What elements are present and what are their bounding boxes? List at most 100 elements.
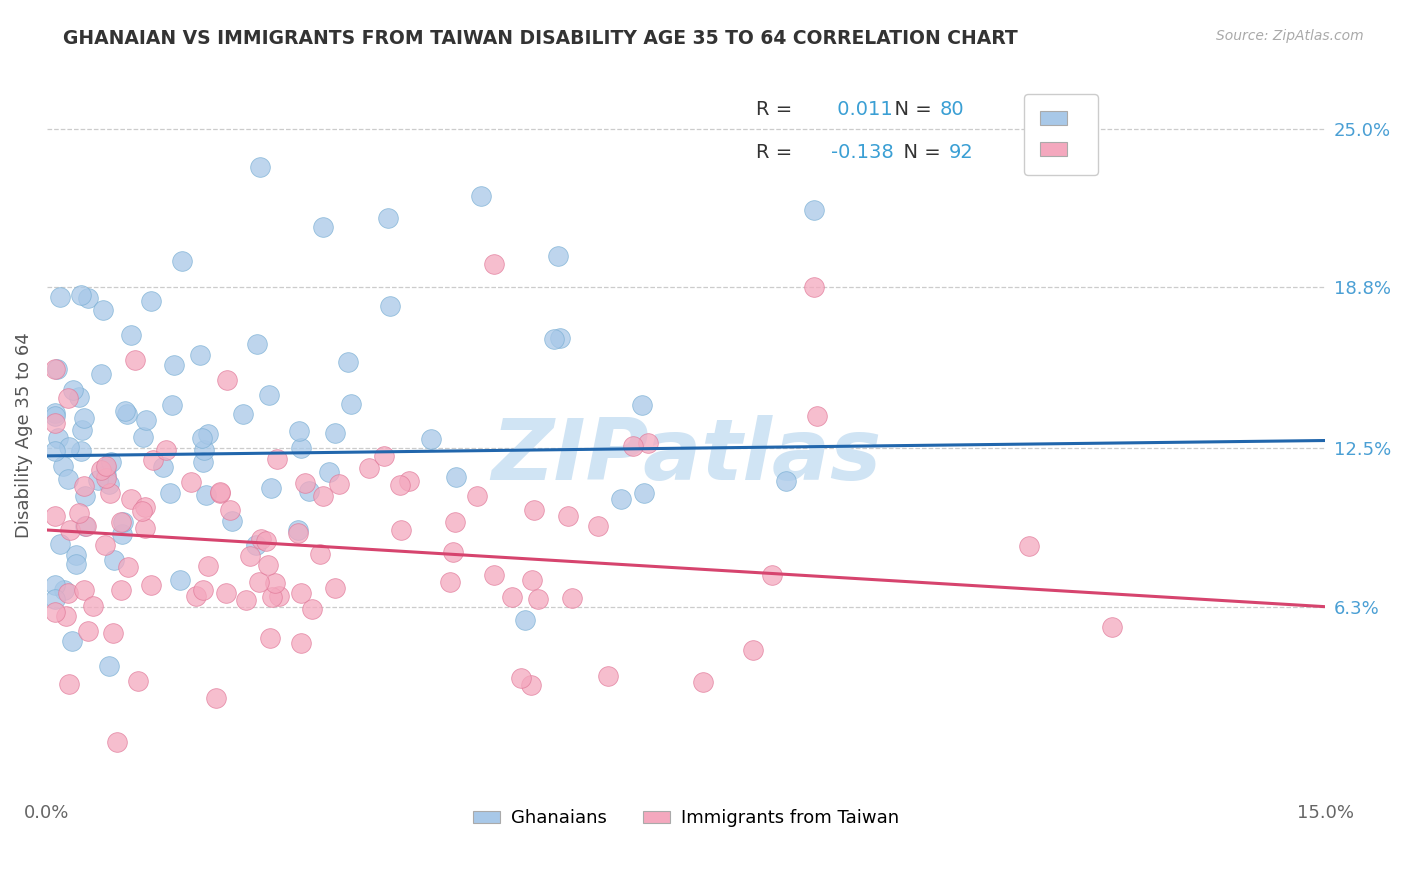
Point (73, 489, 96, 503)
Point (543, 332, 565, 346)
Point (419, 432, 441, 446)
Point (159, 486, 181, 500)
Point (90, 463, 112, 477)
Point (184, 589, 207, 603)
Point (775, 474, 797, 488)
Point (94, 468, 117, 483)
Point (96, 458, 118, 473)
Point (90, 367, 112, 381)
Point (389, 523, 412, 537)
Point (65, 557, 87, 571)
Point (318, 465, 340, 479)
Point (373, 449, 395, 463)
Point (294, 475, 316, 490)
Point (309, 547, 332, 561)
Point (1018, 540, 1040, 554)
Point (378, 299, 401, 313)
Point (53, 582, 76, 597)
Point (191, 582, 214, 597)
Point (152, 460, 174, 475)
Point (761, 568, 783, 582)
Text: ZIPatlas: ZIPatlas (491, 416, 882, 499)
Point (191, 431, 214, 445)
Point (208, 486, 231, 500)
Point (215, 586, 238, 600)
Point (135, 413, 157, 427)
Point (49, 290, 72, 304)
Point (110, 515, 132, 529)
Point (44, 409, 66, 423)
Point (232, 407, 254, 421)
Point (323, 425, 346, 440)
Point (215, 373, 238, 387)
Point (169, 574, 191, 588)
Point (93, 538, 115, 552)
Point (267, 590, 290, 604)
Point (142, 452, 165, 467)
Point (110, 583, 132, 598)
Point (513, 613, 536, 627)
Point (180, 475, 202, 489)
Point (398, 474, 420, 488)
Point (94, 471, 117, 485)
Point (548, 331, 571, 345)
Point (312, 490, 335, 504)
Point (520, 678, 543, 692)
Point (266, 452, 288, 467)
Point (70, 443, 93, 458)
Point (134, 500, 156, 515)
Point (520, 573, 543, 587)
Point (501, 590, 523, 604)
Point (287, 526, 309, 541)
Point (100, 485, 122, 500)
Point (290, 441, 312, 455)
Point (170, 253, 193, 268)
Point (49, 537, 72, 551)
Point (62, 384, 84, 398)
Point (621, 439, 644, 453)
Point (340, 397, 363, 411)
Point (692, 674, 714, 689)
Point (139, 578, 162, 592)
Point (111, 527, 134, 541)
Point (67, 506, 90, 520)
Point (44, 406, 66, 420)
Point (127, 674, 149, 689)
Point (58, 440, 80, 454)
Point (323, 581, 346, 595)
Point (75, 519, 97, 533)
Point (65, 548, 87, 562)
Point (249, 575, 271, 590)
Point (439, 575, 461, 590)
Text: N =: N = (882, 100, 938, 120)
Point (44, 578, 66, 592)
Point (52, 459, 75, 474)
Point (803, 280, 825, 294)
Point (610, 492, 633, 507)
Point (312, 220, 335, 235)
Point (205, 691, 228, 706)
Text: 80: 80 (939, 100, 965, 120)
Point (67, 390, 90, 404)
Point (359, 461, 381, 475)
Point (523, 502, 546, 516)
Point (73, 582, 96, 597)
Point (193, 443, 215, 458)
Point (100, 455, 122, 469)
Point (44, 444, 66, 458)
Point (195, 488, 218, 502)
Point (91, 303, 114, 318)
Point (87, 473, 110, 487)
Point (44, 416, 66, 430)
Point (290, 586, 312, 600)
Text: Source: ZipAtlas.com: Source: ZipAtlas.com (1216, 29, 1364, 44)
Text: GHANAIAN VS IMMIGRANTS FROM TAIWAN DISABILITY AGE 35 TO 64 CORRELATION CHART: GHANAIAN VS IMMIGRANTS FROM TAIWAN DISAB… (63, 29, 1018, 48)
Text: 92: 92 (948, 143, 973, 162)
Point (257, 558, 280, 573)
Point (259, 631, 281, 645)
Point (73, 410, 96, 425)
Text: N =: N = (891, 143, 946, 162)
Point (444, 515, 467, 529)
Point (97, 658, 120, 673)
Point (239, 549, 262, 564)
